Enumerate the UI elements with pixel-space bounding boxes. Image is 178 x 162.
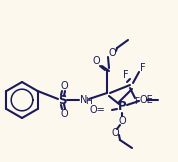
Text: N: N [80, 95, 88, 105]
Text: O: O [60, 81, 68, 91]
Text: F: F [140, 63, 146, 73]
Text: S: S [58, 93, 66, 106]
Text: P: P [118, 100, 126, 114]
Text: F: F [134, 98, 140, 106]
Text: F: F [123, 70, 129, 80]
Text: OE: OE [140, 95, 154, 105]
Text: O: O [118, 116, 126, 126]
Text: H: H [85, 97, 91, 105]
Text: O: O [108, 48, 116, 58]
Text: O=: O= [89, 105, 105, 115]
Text: O: O [60, 109, 68, 119]
Text: O: O [111, 128, 119, 138]
Text: O: O [92, 56, 100, 66]
